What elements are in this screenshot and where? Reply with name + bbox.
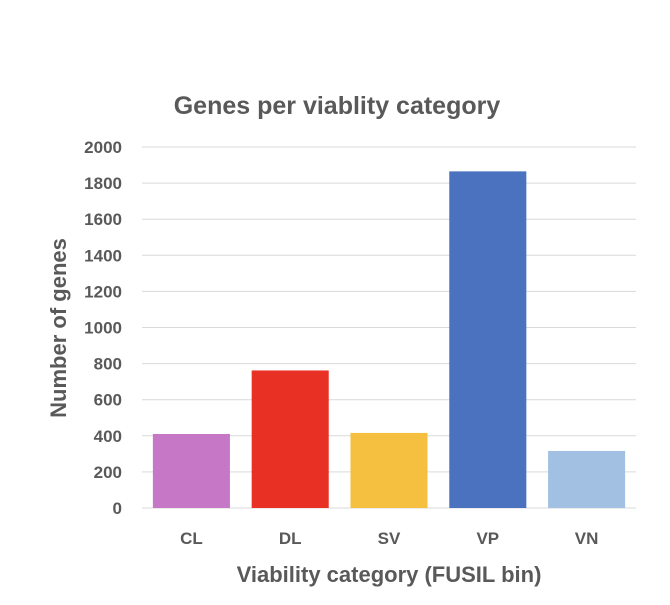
y-tick-label: 1800 xyxy=(84,174,122,193)
y-tick-label: 0 xyxy=(113,499,122,518)
y-tick-label: 1400 xyxy=(84,246,122,265)
bar-vp xyxy=(449,171,527,508)
bar-dl xyxy=(251,370,329,508)
x-tick-label: CL xyxy=(180,529,203,548)
bars xyxy=(152,171,626,508)
y-tick-label: 600 xyxy=(94,391,122,410)
y-tick-label: 1000 xyxy=(84,319,122,338)
x-tick-label: DL xyxy=(279,529,302,548)
y-tick-label: 1200 xyxy=(84,282,122,301)
y-tick-label: 1600 xyxy=(84,210,122,229)
x-axis-title: Viability category (FUSIL bin) xyxy=(237,562,542,587)
y-axis-ticks: 0 200 400 600 800 1000 1200 1400 1600 1800 2000 xyxy=(84,138,122,518)
y-tick-label: 200 xyxy=(94,463,122,482)
x-axis-ticks: CL DL SV VP VN xyxy=(180,529,598,548)
x-tick-label: SV xyxy=(378,529,401,548)
y-tick-label: 400 xyxy=(94,427,122,446)
y-tick-label: 2000 xyxy=(84,138,122,157)
bar-cl xyxy=(152,433,230,508)
y-axis-title: Number of genes xyxy=(46,238,71,418)
bar-vn xyxy=(548,450,626,508)
y-tick-label: 800 xyxy=(94,355,122,374)
bar-sv xyxy=(350,432,428,508)
x-tick-label: VP xyxy=(476,529,499,548)
x-tick-label: VN xyxy=(575,529,599,548)
chart-title: Genes per viablity category xyxy=(174,92,501,120)
